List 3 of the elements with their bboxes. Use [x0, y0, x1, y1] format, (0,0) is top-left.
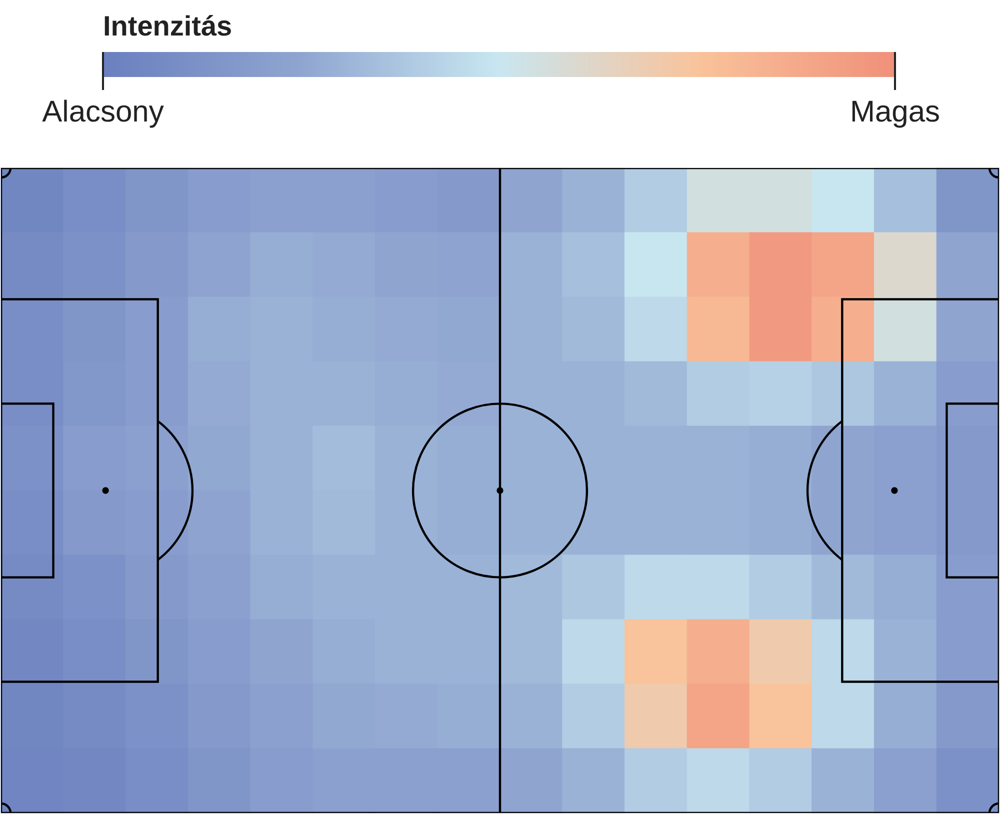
color-bar-title: Intenzitás: [103, 10, 232, 42]
color-bar-label: Magas: [850, 96, 940, 128]
color-bar-label: Alacsony: [42, 96, 164, 128]
